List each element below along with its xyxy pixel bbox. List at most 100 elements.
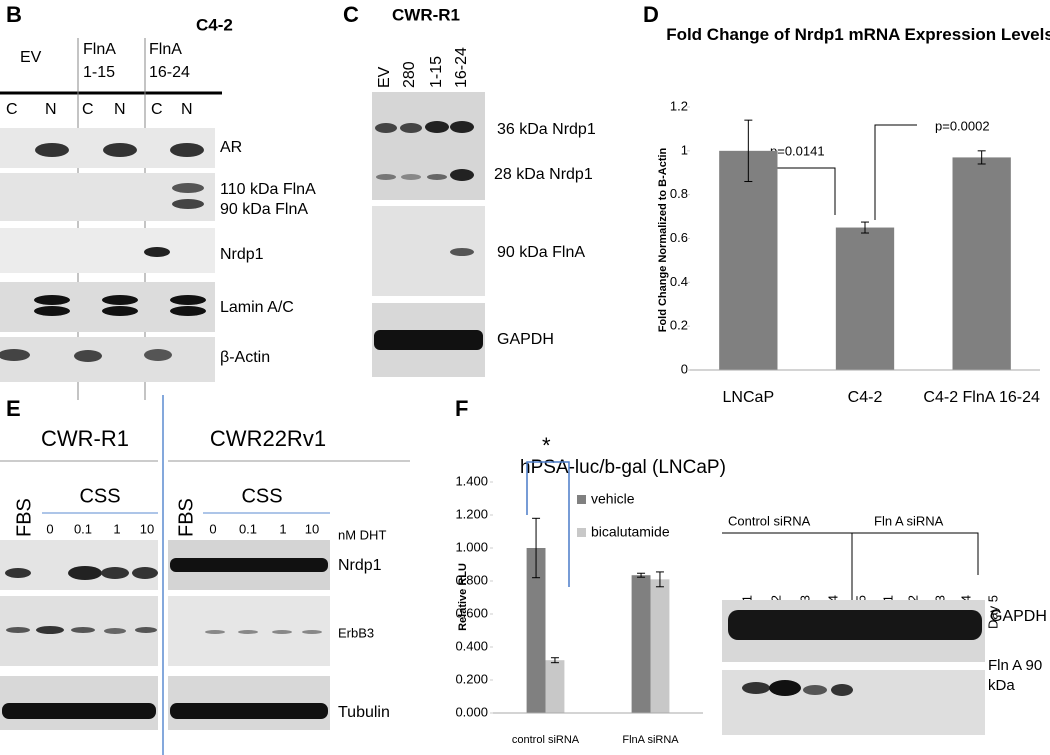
band-label: β-Actin	[220, 349, 270, 366]
x-tick-label: LNCaP	[723, 389, 775, 406]
legend-swatch	[577, 528, 586, 537]
x-tick-label: C4-2	[848, 389, 883, 406]
dose: 0.1	[74, 521, 92, 536]
fraction: N	[45, 101, 57, 118]
dose: 1	[113, 521, 120, 536]
error-bar	[655, 571, 664, 588]
band-label: Nrdp1	[220, 246, 264, 263]
bar	[952, 157, 1011, 370]
significance-bracket	[775, 124, 917, 220]
y-tick-label: 0.400	[455, 638, 488, 653]
band-label: 36 kDa Nrdp1	[497, 121, 596, 138]
panel-label: F	[455, 396, 468, 421]
x-tick-label: control siRNA	[512, 734, 580, 746]
bar	[650, 579, 670, 713]
annotation: p=0.0141	[770, 143, 825, 158]
lane-label: 280	[401, 61, 418, 88]
chart-title: hPSA-luc/b-gal (LNCaP)	[520, 457, 726, 478]
condition: 1-15	[83, 64, 115, 81]
y-tick-label: 1.200	[455, 506, 488, 521]
fraction: C	[6, 101, 18, 118]
y-tick-label: 0.4	[670, 274, 688, 289]
group-label: Control siRNA	[728, 513, 811, 528]
bar	[545, 660, 565, 713]
y-tick-label: 0.8	[670, 186, 688, 201]
chart-title: Fold Change of Nrdp1 mRNA Expression Lev…	[666, 25, 1050, 44]
dose: 0.1	[239, 521, 257, 536]
blot	[0, 540, 330, 730]
legend-label: bicalutamide	[591, 524, 670, 540]
y-tick-label: 0.000	[455, 704, 488, 719]
panel-label: E	[6, 396, 21, 421]
band-label: AR	[220, 139, 242, 156]
annotation: p=0.0002	[935, 118, 990, 133]
lane-label: 16-24	[453, 47, 470, 88]
panel-label: D	[643, 2, 659, 27]
error-bar	[861, 221, 869, 234]
legend-label: vehicle	[591, 491, 635, 507]
cell-line: CWR-R1	[41, 426, 129, 451]
y-tick-label: 1.2	[670, 98, 688, 113]
band-label: Nrdp1	[338, 557, 382, 574]
band-label: GAPDH	[497, 331, 554, 348]
band-label: 110 kDa FlnA	[220, 181, 316, 198]
y-tick-label: 0.800	[455, 572, 488, 587]
serum: FBS	[13, 498, 35, 537]
panel-label: C	[343, 2, 359, 27]
error-bar	[550, 657, 559, 664]
cell-line: CWR-R1	[392, 5, 460, 24]
serum: CSS	[79, 485, 120, 507]
band-label: Fln A 90 kDa	[988, 657, 1043, 694]
dose: 0	[46, 521, 53, 536]
fraction: N	[114, 101, 126, 118]
bar	[631, 575, 651, 713]
band-label: ErbB3	[338, 625, 374, 640]
bar	[526, 548, 546, 713]
y-tick-label: 1.400	[455, 473, 488, 488]
error-bar	[744, 119, 753, 183]
y-axis-title: Fold Change Normalized to B-Actin	[657, 147, 669, 332]
band-label: Tubulin	[338, 704, 390, 721]
bar	[719, 150, 778, 370]
divider	[722, 532, 979, 575]
y-tick-label: 0	[681, 361, 688, 376]
bar	[835, 227, 895, 370]
dose: 0	[209, 521, 216, 536]
blot	[372, 92, 485, 377]
y-tick-label: 0.2	[670, 318, 688, 333]
error-bar	[637, 572, 646, 578]
lane-label: EV	[376, 66, 393, 88]
blot	[0, 128, 215, 382]
day-label: Day 5	[985, 595, 1000, 629]
serum: CSS	[241, 485, 282, 507]
band-label: 28 kDa Nrdp1	[494, 166, 593, 183]
band-label: 90 kDa FlnA	[497, 244, 585, 261]
condition: 16-24	[149, 64, 190, 81]
y-tick-label: 0.6	[670, 230, 688, 245]
error-bar	[977, 150, 986, 165]
significance-bracket	[526, 461, 570, 587]
serum: FBS	[175, 498, 197, 537]
group-label: Fln A siRNA	[874, 513, 944, 528]
band-label: 90 kDa FlnA	[220, 201, 308, 218]
dose: 10	[305, 521, 319, 536]
x-tick-label: C4-2 FlnA 16-24	[923, 389, 1040, 406]
y-tick-label: 0.200	[455, 671, 488, 686]
panel-label: B	[6, 2, 22, 27]
condition: FlnA	[83, 41, 116, 58]
condition: EV	[20, 49, 42, 66]
lane-label: 1-15	[428, 56, 445, 88]
y-tick-label: 1.000	[455, 539, 488, 554]
cell-line: C4-2	[196, 15, 233, 34]
band-label: GAPDH	[990, 608, 1047, 625]
y-tick-label: 1	[681, 142, 688, 157]
annotation: *	[542, 433, 551, 458]
x-tick-label: FlnA siRNA	[622, 734, 679, 746]
fraction: N	[181, 101, 193, 118]
fraction: C	[151, 101, 163, 118]
blot	[722, 600, 985, 735]
dose-unit: nM DHT	[338, 527, 386, 542]
dose: 10	[140, 521, 154, 536]
